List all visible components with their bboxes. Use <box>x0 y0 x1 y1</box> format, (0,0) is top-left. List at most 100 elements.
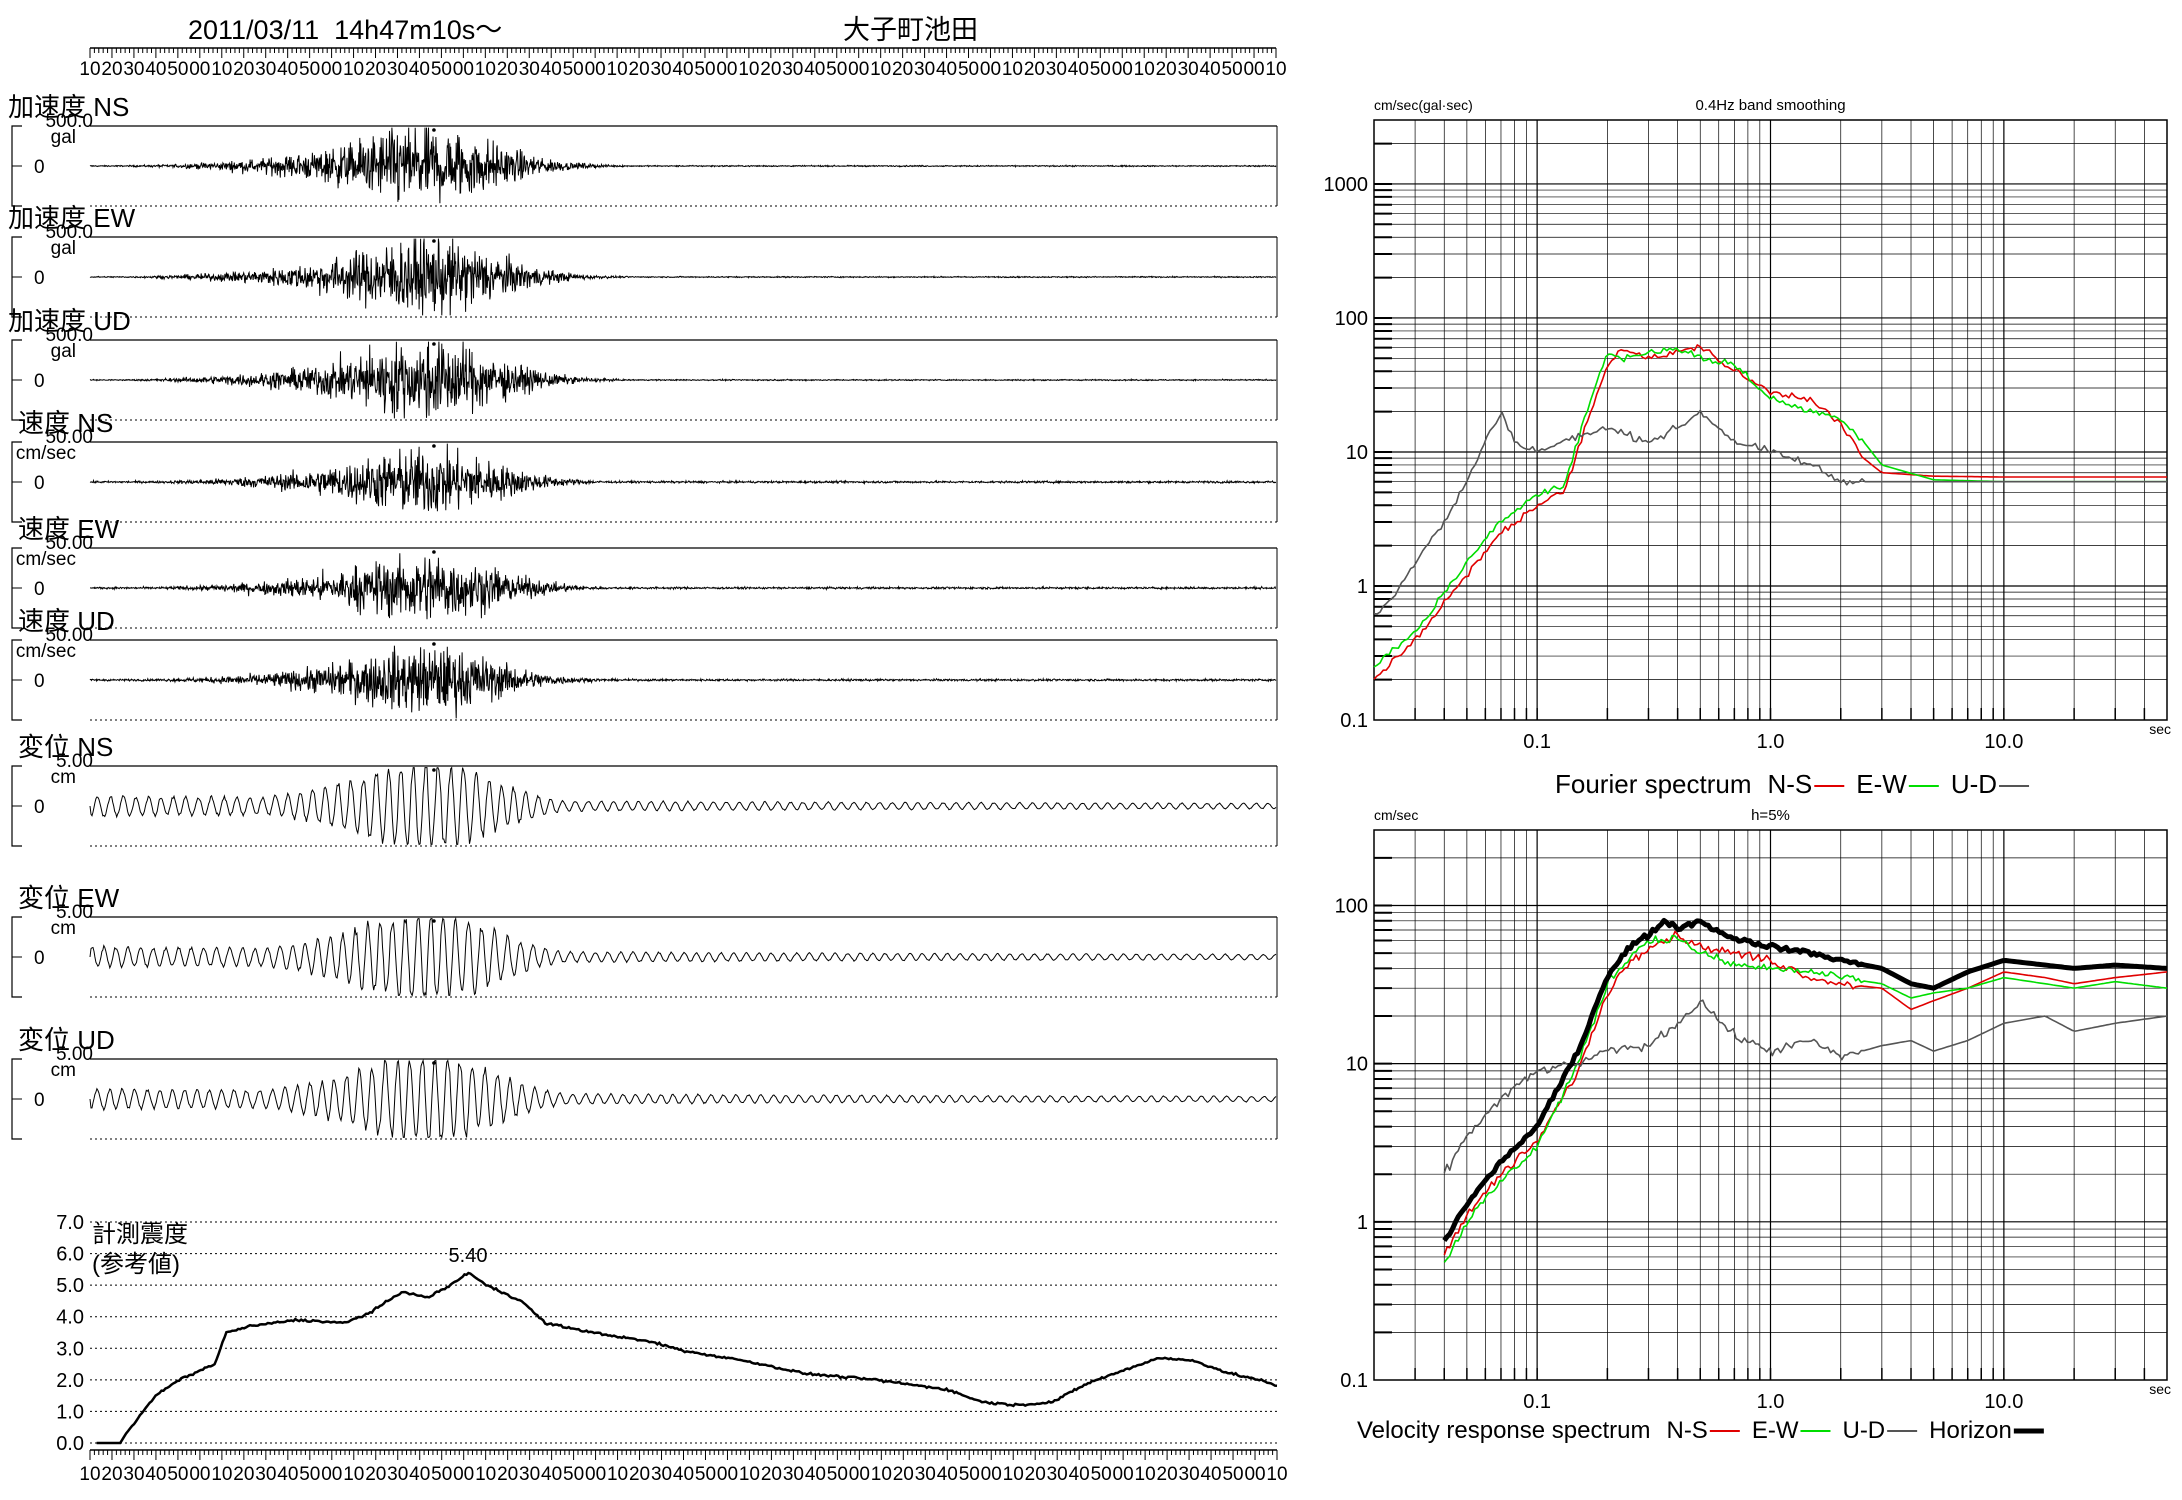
ruler-label: 00 <box>848 59 869 80</box>
ruler-label: 00 <box>980 59 1001 80</box>
intensity-ytick: 1.0 <box>56 1401 84 1423</box>
intensity-xlabel: 10 <box>343 1464 364 1485</box>
intensity-xlabel: 40 <box>673 1464 694 1485</box>
intensity-xlabel: 30 <box>1047 1464 1068 1485</box>
intensity-xlabel: 00 <box>453 1464 474 1485</box>
trace-label: 変位 UD <box>18 1025 115 1055</box>
trace-label: 速度 NS <box>18 408 113 438</box>
intensity-xlabel: 50 <box>1091 1464 1112 1485</box>
intensity-xlabel: 10 <box>1266 1464 1287 1485</box>
intensity-xlabel: 00 <box>849 1464 870 1485</box>
intensity-xlabel: 30 <box>255 1464 276 1485</box>
ruler-label: 20 <box>892 59 913 80</box>
intensity-xlabel: 50 <box>167 1464 188 1485</box>
trace-zero-label: 0 <box>34 1090 45 1111</box>
intensity-xlabel: 10 <box>79 1464 100 1485</box>
ruler-label: 50 <box>1222 59 1243 80</box>
ruler-label: 00 <box>1112 59 1133 80</box>
intensity-ytick: 2.0 <box>56 1370 84 1392</box>
trace-max-value: 5.00 <box>56 902 93 923</box>
spectrum-ytick-label: 100 <box>1335 895 1368 917</box>
trace-unit: cm/sec <box>16 443 76 464</box>
ruler-label: 10 <box>607 59 628 80</box>
intensity-xlabel: 30 <box>1179 1464 1200 1485</box>
intensity-xlabel: 50 <box>563 1464 584 1485</box>
intensity-xlabel: 00 <box>981 1464 1002 1485</box>
trace-label: 変位 NS <box>18 732 113 762</box>
trace-waveform <box>89 127 1277 204</box>
trace-waveform <box>89 238 1277 316</box>
intensity-xlabel: 00 <box>321 1464 342 1485</box>
trace-max-value: 50.00 <box>45 533 93 554</box>
ruler-label: 00 <box>321 59 342 80</box>
ruler-label: 20 <box>1156 59 1177 80</box>
trace-waveform <box>90 553 1276 620</box>
ruler-label: 40 <box>409 59 430 80</box>
intensity-xlabel: 30 <box>783 1464 804 1485</box>
intensity-label: 計測震度 <box>92 1221 188 1248</box>
intensity-chart: 0.01.02.03.04.05.06.07.0 計測震度(参考値)10 20 30 4… <box>56 1212 1287 1485</box>
series-line-e-w <box>1443 934 2168 1263</box>
trace-zero-label: 0 <box>34 473 45 494</box>
ruler-label: 40 <box>145 59 166 80</box>
trace-zero-label: 0 <box>34 268 45 289</box>
spectrum-xtick-label: 0.1 <box>1523 731 1551 753</box>
ruler-label: 30 <box>1046 59 1067 80</box>
trace-unit: gal <box>51 238 76 259</box>
trace-max-value: 500.0 <box>45 325 93 346</box>
spectrum-ytick-label: 10 <box>1346 1054 1368 1076</box>
header-station: 大子町池田 <box>843 15 978 45</box>
legend-title: Fourier spectrum <box>1555 769 1752 799</box>
fourier-spectrum-chart: 0.1 1 10 100 1000 0.1 1.0 10.0 sec cm/sec(gal·sec… <box>1324 97 2172 799</box>
velocity-response-chart: 0.1 1 10 100 0.1 1.0 10.0 sec cm/sec h=5% Velocity… <box>1335 807 2171 1444</box>
trace-waveform <box>89 1058 1277 1140</box>
intensity-xlabel: 50 <box>959 1464 980 1485</box>
spectrum-subtitle: h=5% <box>1751 807 1790 824</box>
trace-zero-label: 0 <box>34 157 45 178</box>
trace-label: 速度 UD <box>18 606 115 636</box>
intensity-xlabel: 20 <box>1157 1464 1178 1485</box>
trace-max-value: 500.0 <box>45 111 93 132</box>
spectrum-ytick-label: 1 <box>1357 576 1368 598</box>
trace-max-value: 5.00 <box>56 1044 93 1065</box>
spectrum-xtick-label: 0.1 <box>1523 1391 1551 1413</box>
intensity-xlabel: 00 <box>1113 1464 1134 1485</box>
intensity-xlabel: 30 <box>651 1464 672 1485</box>
ruler-label: 30 <box>914 59 935 80</box>
intensity-ytick: 3.0 <box>56 1338 84 1360</box>
legend-entry-label: E-W <box>1856 769 1907 799</box>
intensity-xlabel: 40 <box>409 1464 430 1485</box>
ruler-label: 30 <box>387 59 408 80</box>
ruler-label: 50 <box>299 59 320 80</box>
spectrum-ytick-label: 1000 <box>1324 174 1369 196</box>
ruler-label: 50 <box>958 59 979 80</box>
intensity-xlabel: 30 <box>915 1464 936 1485</box>
ruler-label: 10 <box>343 59 364 80</box>
ruler-label: 30 <box>519 59 540 80</box>
spectrum-subtitle: 0.4Hz band smoothing <box>1695 97 1845 114</box>
ruler-label: 00 <box>1243 59 1264 80</box>
trace-zero-label: 0 <box>34 948 45 969</box>
intensity-xlabel: 00 <box>1244 1464 1265 1485</box>
intensity-xlabel: 20 <box>497 1464 518 1485</box>
trace-zero-label: 0 <box>34 579 45 600</box>
intensity-xlabel: 40 <box>937 1464 958 1485</box>
spectrum-ytick-label: 10 <box>1346 442 1368 464</box>
trace-unit: cm <box>51 1060 76 1081</box>
trace-peak-marker <box>432 444 436 448</box>
trace-waveform <box>89 916 1277 997</box>
intensity-xlabel: 40 <box>145 1464 166 1485</box>
trace-unit: cm/sec <box>16 549 76 570</box>
ruler-label: 10 <box>738 59 759 80</box>
ruler-label: 00 <box>585 59 606 80</box>
spectrum-ylabel: cm/sec <box>1374 807 1418 823</box>
spectrum-xlabel: sec <box>2149 1381 2171 1397</box>
intensity-xlabel: 10 <box>1135 1464 1156 1485</box>
ruler-label: 40 <box>936 59 957 80</box>
intensity-xlabel: 50 <box>431 1464 452 1485</box>
legend-entry-label: U-D <box>1842 1417 1885 1444</box>
intensity-xlabel: 50 <box>299 1464 320 1485</box>
intensity-xlabel: 20 <box>761 1464 782 1485</box>
